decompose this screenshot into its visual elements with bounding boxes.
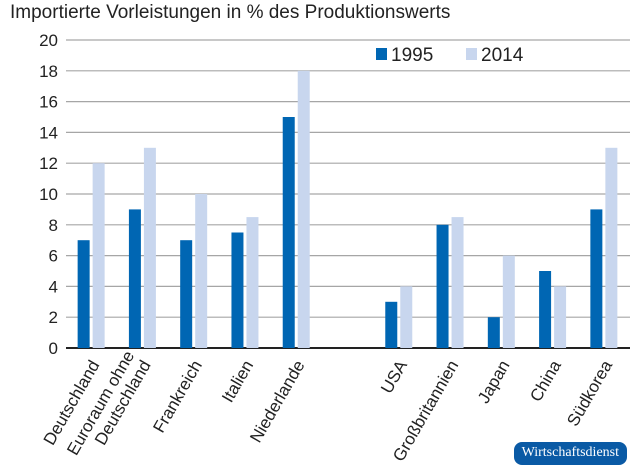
- y-tick-label: 0: [49, 339, 58, 358]
- bar-2014: [451, 217, 464, 348]
- x-tick-label: Japan: [474, 357, 514, 407]
- y-tick-label: 18: [39, 62, 58, 81]
- x-tick-label: Südkorea: [563, 357, 616, 430]
- bar-2014: [502, 255, 515, 348]
- y-tick-label: 12: [39, 154, 58, 173]
- bar-1995: [231, 232, 244, 348]
- legend-label-2014: 2014: [481, 45, 524, 66]
- bar-2014: [400, 286, 413, 348]
- bar-2014: [246, 217, 259, 348]
- y-tick-label: 14: [39, 123, 58, 142]
- bar-2014: [297, 70, 310, 349]
- bar-1995: [180, 240, 193, 348]
- legend-swatch-1995: [376, 48, 387, 60]
- bar-2014: [605, 147, 618, 348]
- bar-2014: [143, 147, 156, 348]
- y-tick-label: 6: [49, 247, 58, 266]
- y-tick-label: 8: [49, 216, 58, 235]
- bar-1995: [539, 271, 552, 348]
- x-tick-label: Italien: [218, 357, 257, 406]
- bar-1995: [77, 240, 90, 348]
- y-tick-label: 10: [39, 185, 58, 204]
- legend-swatch-2014: [466, 48, 477, 60]
- x-tick-label: USA: [377, 356, 411, 396]
- bar-2014: [195, 194, 208, 348]
- x-tick-label: China: [526, 357, 565, 405]
- y-tick-label: 4: [49, 277, 58, 296]
- bar-2014: [92, 163, 105, 348]
- y-tick-label: 20: [39, 31, 58, 50]
- y-tick-label: 2: [49, 308, 58, 327]
- y-tick-label: 16: [39, 93, 58, 112]
- bar-1995: [590, 209, 603, 348]
- x-tick-label: Niederlande: [246, 357, 308, 446]
- bar-1995: [436, 224, 449, 348]
- bar-1995: [282, 117, 295, 348]
- bar-1995: [487, 317, 500, 348]
- chart-title: Importierte Vorleistungen in % des Produ…: [10, 2, 451, 23]
- x-tick-label: Frankreich: [149, 357, 206, 436]
- publisher-badge: Wirtschaftsdienst: [513, 442, 627, 465]
- legend-label-1995: 1995: [391, 45, 433, 66]
- bar-1995: [128, 209, 141, 348]
- bar-2014: [554, 286, 567, 348]
- bar-1995: [385, 301, 398, 348]
